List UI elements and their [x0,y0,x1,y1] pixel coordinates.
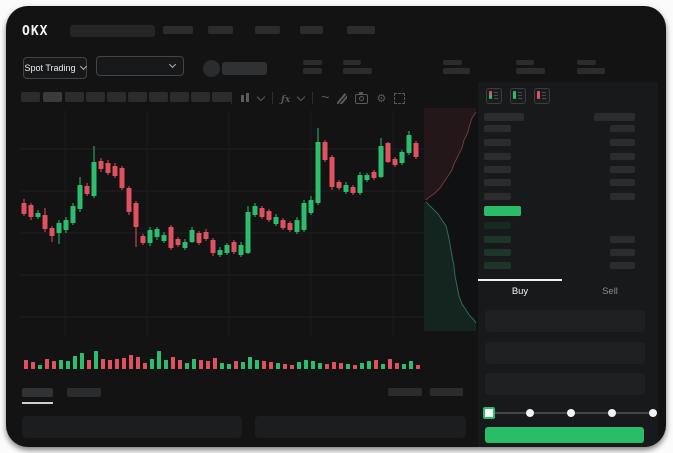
slider-step-dot[interactable] [526,409,534,417]
camera-icon[interactable] [355,92,369,104]
orderbook-buy-amount-skeleton[interactable] [610,262,635,269]
timeframe-button[interactable] [191,92,210,102]
settings-gear-icon[interactable] [376,89,386,107]
orderbook-buy-price-skeleton[interactable] [484,222,511,229]
last-price-indicator[interactable] [484,206,521,216]
toolbar-divider [272,92,273,104]
timeframe-button[interactable] [21,92,40,102]
orderbook-buy-price-skeleton[interactable] [484,262,511,269]
slider-step-dot[interactable] [567,409,575,417]
orderbook-sell-price-skeleton[interactable] [484,139,511,146]
depth-chart [424,108,478,331]
stat-label-skeleton [516,60,534,65]
line-tool-icon[interactable] [321,89,329,107]
orderbook-sell-amount-skeleton[interactable] [610,153,635,160]
nav-item-skeleton[interactable] [163,26,193,34]
bottom-tab-2[interactable] [67,388,101,397]
candlestick-chart[interactable] [20,110,426,336]
orderbook-buy-price-skeleton[interactable] [484,249,511,256]
order-price-input[interactable] [485,310,645,332]
tab-buy-label: Buy [511,285,529,297]
bottom-toolbar-skeleton[interactable] [430,388,463,396]
tab-buy[interactable]: Buy [478,282,562,300]
orders-table-placeholder [255,416,466,438]
token-name-skeleton [222,62,267,75]
chevron-down-icon[interactable] [256,92,266,102]
orderbook-sell-amount-skeleton[interactable] [610,193,635,200]
orderbook-sell-amount-skeleton[interactable] [610,125,635,132]
orders-table-placeholder [22,416,242,438]
timeframe-button[interactable] [128,92,147,102]
toolbar-divider [231,92,232,104]
orderbook-buy-amount-skeleton[interactable] [610,249,635,256]
token-avatar [203,60,220,77]
market-type-label: Spot Trading [24,63,76,73]
orderbook-header-amount-skeleton [594,113,635,121]
orderbook-sell-price-skeleton[interactable] [484,179,511,186]
orderbook-sell-amount-skeleton[interactable] [610,179,635,186]
stat-label-skeleton [343,60,361,65]
orderbook-sell-price-skeleton[interactable] [484,166,511,173]
active-tab-underline [478,279,562,281]
slider-handle[interactable] [483,407,495,419]
active-bottom-tab-underline [22,402,53,404]
bottom-tab-1[interactable] [22,388,53,397]
order-amount-input[interactable] [485,342,645,364]
bottom-toolbar-skeleton[interactable] [388,388,422,396]
orderbook-header-price-skeleton [484,113,524,121]
order-total-input[interactable] [485,373,645,395]
nav-item-skeleton[interactable] [208,26,233,34]
draw-tool-icon[interactable] [337,93,347,104]
timeframe-button[interactable] [170,92,189,102]
tab-sell[interactable]: Sell [562,282,658,300]
stat-label-skeleton [443,60,462,65]
orderbook-buys-icon[interactable] [510,88,526,104]
orderbook-buy-price-skeleton[interactable] [484,236,511,243]
fullscreen-icon[interactable] [394,92,406,104]
timeframe-button[interactable] [149,92,168,102]
nav-item-skeleton[interactable] [347,26,375,34]
orderbook-sell-amount-skeleton[interactable] [610,139,635,146]
orderbook-sell-price-skeleton[interactable] [484,125,511,132]
orderbook-sell-amount-skeleton[interactable] [610,166,635,173]
timeframe-button[interactable] [212,92,231,102]
stat-value-skeleton [516,68,545,74]
stat-value-skeleton [303,68,322,74]
toolbar-divider [312,92,314,104]
slider-step-dot[interactable] [649,409,657,417]
stat-value-skeleton [443,68,470,74]
indicators-icon[interactable] [281,89,290,107]
stat-label-skeleton [577,60,596,65]
nav-item-skeleton[interactable] [300,26,323,34]
orderbook-both-icon[interactable] [486,88,502,104]
orderbook-sells-icon[interactable] [534,88,550,104]
pair-selector-dropdown[interactable] [96,56,184,76]
market-type-selector[interactable]: Spot Trading [23,57,87,79]
orderbook-sell-price-skeleton[interactable] [484,193,511,200]
buy-submit-button[interactable] [485,427,644,443]
timeframe-button[interactable] [86,92,105,102]
slider-step-dot[interactable] [608,409,616,417]
timeframe-button[interactable] [43,92,62,102]
chevron-down-icon [168,60,177,69]
okx-logo[interactable]: OKX [22,24,49,39]
candles-style-icon[interactable] [240,92,250,104]
chevron-down-icon [79,62,87,71]
volume-histogram [22,345,424,369]
search-input[interactable] [70,25,155,37]
nav-item-skeleton[interactable] [255,26,280,34]
tab-sell-label: Sell [602,285,618,297]
timeframe-button[interactable] [107,92,126,102]
chevron-down-icon[interactable] [297,92,306,102]
orderbook-sell-price-skeleton[interactable] [484,153,511,160]
timeframe-button[interactable] [65,92,84,102]
orderbook-buy-amount-skeleton[interactable] [610,236,635,243]
stat-value-skeleton [343,68,372,74]
stat-label-skeleton [303,60,322,65]
stat-value-skeleton [577,68,605,74]
trading-app-window: OKX Spot Trading Buy Sell [6,6,666,447]
